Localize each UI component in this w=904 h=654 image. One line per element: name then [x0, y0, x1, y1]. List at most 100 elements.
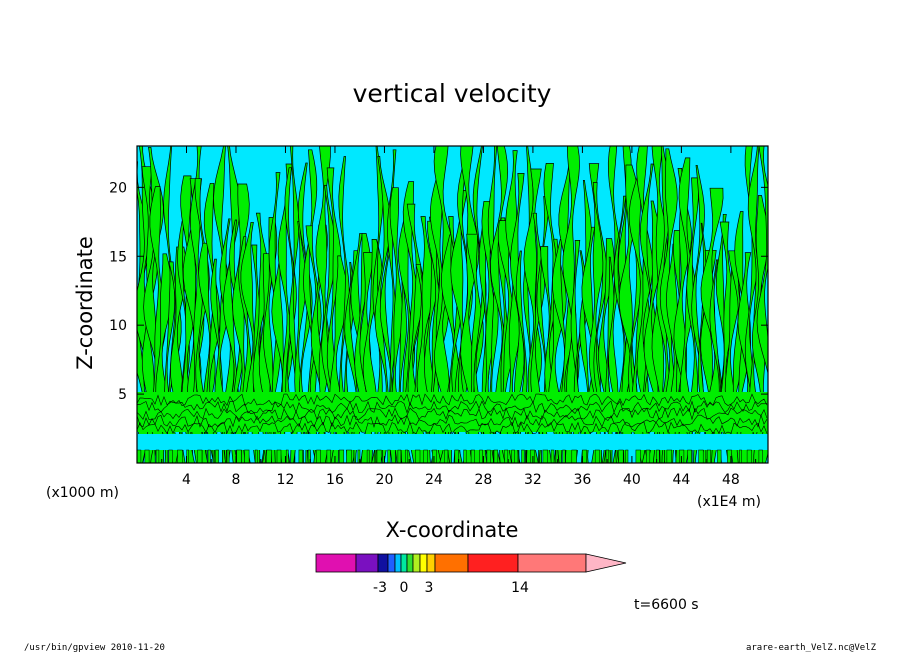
- surface-cell: [646, 449, 651, 463]
- y-tick-label: 10: [109, 318, 127, 334]
- y-tick-label: 5: [118, 387, 127, 403]
- colorbar-tick-label: 14: [511, 580, 529, 596]
- surface-cell: [550, 449, 555, 463]
- colorbar-tick-label: -3: [373, 580, 387, 596]
- colorbar-segment: [467, 553, 519, 573]
- surface-cell: [415, 449, 421, 463]
- boundary-layer-contour: [137, 414, 768, 429]
- surface-cell: [656, 449, 660, 463]
- surface-cell: [454, 449, 459, 463]
- colorbar-segment: [387, 553, 396, 573]
- x-tick-label: 40: [623, 472, 641, 488]
- x-tick-label: 48: [722, 472, 740, 488]
- positive-velocity-plume: [387, 149, 398, 463]
- surface-cell: [687, 449, 692, 463]
- positive-velocity-plume: [344, 250, 360, 463]
- positive-velocity-plume: [613, 195, 627, 463]
- surface-cell: [155, 449, 160, 463]
- boundary-layer-contour: [137, 421, 768, 435]
- surface-cell: [244, 449, 250, 463]
- surface-cell: [479, 449, 483, 463]
- surface-cell: [215, 449, 219, 463]
- x-tick-label: 4: [182, 472, 191, 488]
- surface-cell: [618, 449, 624, 463]
- y-tick-label: 15: [109, 249, 127, 265]
- timestamp: t=6600 s: [634, 597, 699, 613]
- colorbar-segment: [377, 553, 389, 573]
- x-tick-label: 24: [425, 472, 443, 488]
- positive-velocity-plume: [628, 161, 650, 463]
- colorbar-tick-label: 3: [425, 580, 434, 596]
- positive-velocity-plume: [374, 156, 392, 463]
- y-units-label: (x1000 m): [46, 485, 119, 501]
- x-tick-label: 12: [277, 472, 295, 488]
- velocity-field: [137, 146, 768, 463]
- y-axis-title: Z-coordinate: [73, 236, 97, 370]
- positive-velocity-plume: [189, 146, 205, 463]
- positive-velocity-plume: [497, 217, 510, 463]
- surface-cell: [582, 449, 587, 463]
- footer-right: arare-earth_VelZ.nc@VelZ: [746, 643, 877, 653]
- positive-velocity-plume: [651, 146, 668, 463]
- surface-negative-layer: [137, 434, 768, 450]
- x-axis: 4 8 12 16 20 24 28 32 36 40 44 48: [161, 146, 757, 488]
- x-tick-label: 16: [326, 472, 344, 488]
- positive-velocity-plume: [628, 247, 642, 463]
- surface-cell: [197, 449, 203, 463]
- positive-velocity-plume: [170, 246, 187, 463]
- positive-velocity-plume: [478, 213, 491, 463]
- positive-velocity-plume: [457, 146, 473, 463]
- surface-cell: [285, 449, 289, 463]
- colorbar-segment: [412, 553, 421, 573]
- surface-cell: [666, 449, 672, 463]
- surface-cell: [758, 449, 763, 463]
- positive-velocity-plume: [523, 168, 542, 463]
- positive-velocity-plume: [338, 156, 350, 463]
- positive-velocity-plume: [213, 146, 232, 463]
- positive-velocity-plume: [277, 163, 293, 463]
- colorbar-segment: [517, 553, 587, 573]
- surface-cell: [254, 449, 258, 463]
- positive-velocity-plume: [487, 146, 499, 463]
- positive-velocity-plume: [429, 146, 449, 463]
- surface-cell: [493, 449, 499, 463]
- surface-cell: [746, 449, 752, 463]
- surface-cell: [226, 449, 230, 463]
- surface-cell: [470, 449, 475, 463]
- y-tick-label: 20: [109, 180, 127, 196]
- colorbar-segment: [434, 553, 469, 573]
- positive-velocity-plume: [756, 146, 768, 463]
- positive-velocity-plume: [163, 146, 176, 463]
- surface-cell: [423, 449, 428, 463]
- boundary-layer-contour: [137, 393, 768, 407]
- positive-velocity-plume: [747, 146, 764, 463]
- surface-cell: [504, 449, 509, 463]
- x-tick-label: 8: [232, 472, 241, 488]
- plot-frame: [136, 145, 769, 464]
- colorbar-segment: [419, 553, 428, 573]
- colorbar-tick-label: 0: [400, 580, 409, 596]
- colorbar-arrow: [585, 553, 627, 573]
- y-axis: 5 10 15 20: [109, 180, 768, 403]
- surface-cell: [605, 449, 610, 463]
- x-tick-label: 32: [524, 472, 542, 488]
- colorbar: -3 0 3 14: [315, 553, 627, 596]
- surface-cell: [387, 449, 391, 463]
- surface-cell: [511, 449, 515, 463]
- footer-left: /usr/bin/gpview 2010-11-20: [24, 643, 165, 653]
- surface-cell: [486, 449, 491, 463]
- surface-cell: [207, 449, 211, 463]
- surface-cell: [635, 449, 641, 463]
- surface-cell: [397, 449, 402, 463]
- colorbar-segment: [394, 553, 402, 573]
- colorbar-segment: [406, 553, 414, 573]
- surface-cell: [542, 449, 548, 463]
- surface-cell: [405, 449, 409, 463]
- positive-velocity-plume: [284, 167, 297, 463]
- positive-velocity-plume: [198, 242, 216, 463]
- surface-cell: [463, 449, 467, 463]
- surface-cell: [562, 449, 566, 463]
- surface-cell: [144, 449, 150, 463]
- surface-cell: [177, 449, 183, 463]
